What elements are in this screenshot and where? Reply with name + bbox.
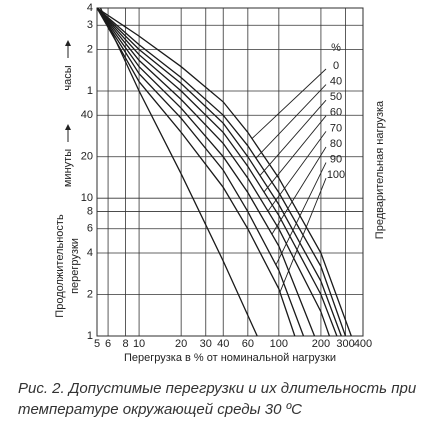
- legend-label: 90: [330, 154, 342, 166]
- curve: [96, 7, 305, 337]
- y-tick-label: 10: [81, 192, 93, 204]
- curve: [96, 7, 296, 337]
- chart: часы минуты Продолжительность перегрузки…: [54, 2, 386, 364]
- curve: [96, 7, 338, 337]
- right-label: Предварительная нагрузка: [374, 100, 386, 239]
- y-tick-label: 20: [81, 151, 93, 163]
- x-tick-label: 5: [94, 338, 100, 350]
- x-tick-label: 60: [242, 338, 254, 350]
- curve: [96, 7, 331, 337]
- y-tick-label: 8: [87, 205, 93, 217]
- y-tick-label: 6: [87, 223, 93, 235]
- hours-label: часы: [62, 65, 74, 90]
- legend-label: 50: [330, 91, 342, 103]
- x-tick-label: 200: [312, 338, 330, 350]
- leader-line: [255, 84, 327, 159]
- legend-label: 70: [330, 122, 342, 134]
- legend-title: %: [331, 42, 341, 54]
- leader-line: [263, 115, 327, 193]
- leader-line: [259, 99, 327, 176]
- legend-label: 40: [330, 76, 342, 88]
- curve: [96, 7, 352, 337]
- y-tick-label: 4: [87, 2, 93, 14]
- y-tick-label: 2: [87, 43, 93, 55]
- leader-line: [275, 162, 327, 266]
- leader-line: [251, 68, 327, 139]
- leader-line: [279, 178, 327, 293]
- y-axis-label: перегрузки: [69, 238, 81, 294]
- y-axis-label: Продолжительность: [54, 214, 66, 318]
- arrow-head: [65, 40, 71, 46]
- y-tick-label: 3: [87, 19, 93, 31]
- x-tick-label: 10: [133, 338, 145, 350]
- y-tick-label: 2: [87, 288, 93, 300]
- legend-label: 80: [330, 138, 342, 150]
- leader-line: [267, 131, 327, 212]
- x-tick-label: 6: [105, 338, 111, 350]
- x-axis-label: Перегрузка в % от номинальной нагрузки: [124, 352, 336, 364]
- x-tick-label: 8: [122, 338, 128, 350]
- x-tick-label: 20: [175, 338, 187, 350]
- caption: Рис. 2. Допустимые перегрузки и их длите…: [18, 380, 417, 418]
- legend-label: 60: [330, 107, 342, 119]
- leader-line: [271, 146, 327, 235]
- y-tick-label: 4: [87, 247, 93, 259]
- arrow-head: [65, 124, 71, 130]
- minutes-label: минуты: [62, 149, 74, 187]
- x-tick-label: 40: [217, 338, 229, 350]
- y-tick-label: 1: [87, 330, 93, 342]
- legend-label: 100: [327, 169, 345, 181]
- x-tick-label: 100: [270, 338, 288, 350]
- x-tick-label: 400: [354, 338, 372, 350]
- x-tick-label: 30: [200, 338, 212, 350]
- x-tick-label: 300: [336, 338, 354, 350]
- curve: [96, 7, 347, 337]
- y-tick-label: 40: [81, 109, 93, 121]
- curve: [96, 7, 342, 337]
- y-tick-label: 1: [87, 85, 93, 97]
- curve: [99, 7, 258, 337]
- curve: [96, 7, 316, 337]
- legend-label: 0: [333, 60, 339, 72]
